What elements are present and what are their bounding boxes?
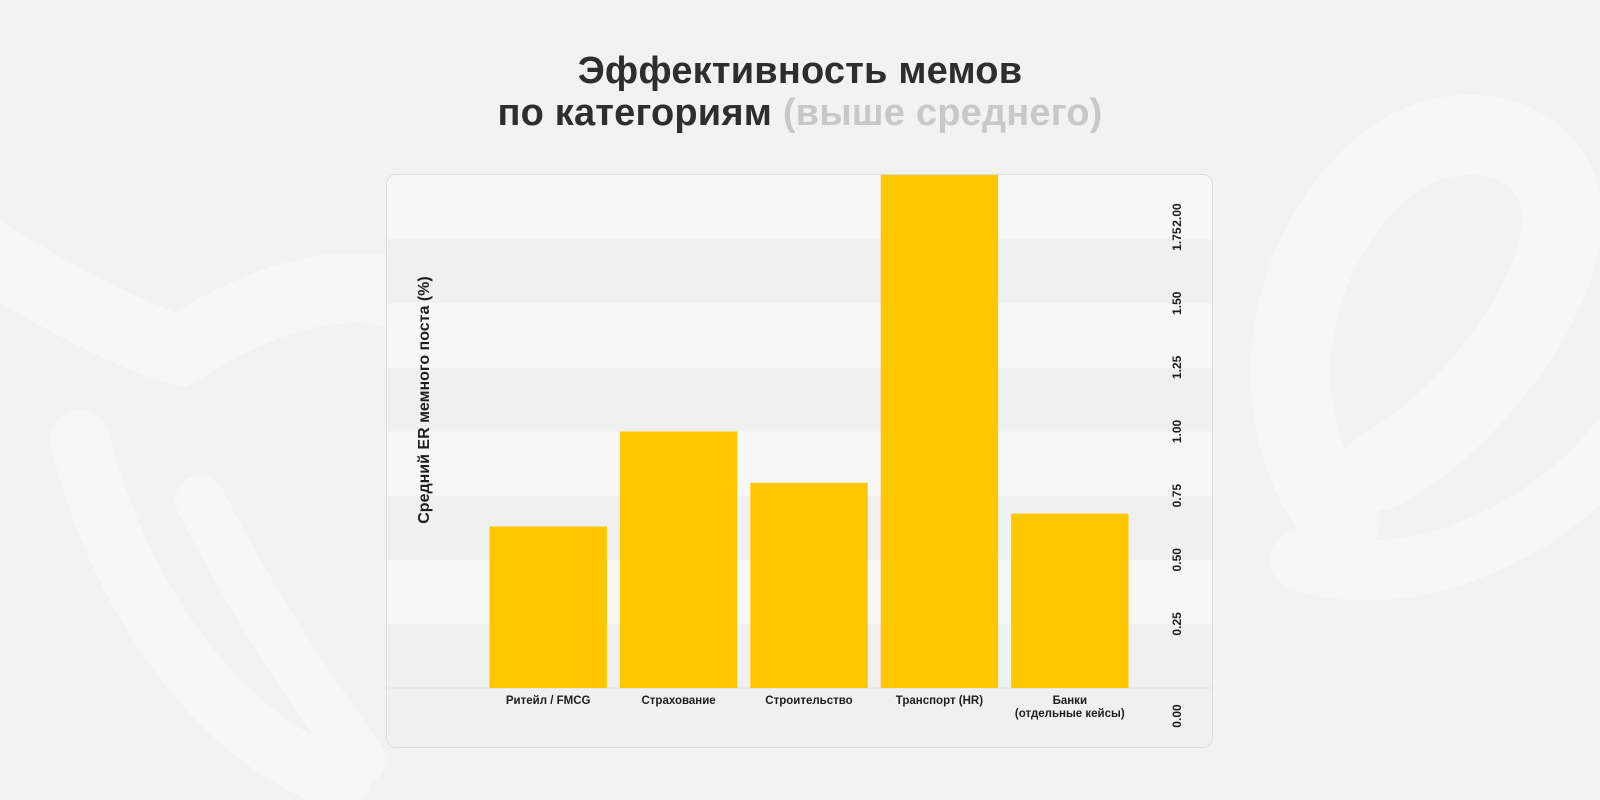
bar	[619, 431, 738, 688]
grid-band	[387, 303, 1212, 368]
x-tick-label: Ритейл / FMCG	[506, 695, 591, 707]
y-tick-label: 0.75	[1170, 484, 1184, 508]
chart-title-line2: по категориям (выше среднего)	[0, 92, 1600, 134]
y-tick-label: 1.50	[1170, 291, 1184, 315]
y-tick-label: 0.00	[1170, 704, 1184, 728]
y-tick-label: 1.75	[1170, 227, 1184, 251]
x-tick-label: Транспорт (HR)	[896, 695, 983, 707]
x-tick-label: Страхование	[641, 695, 715, 707]
chart-title: Эффективность мемов по категориям (выше …	[0, 50, 1600, 134]
y-tick-label: 0.50	[1170, 548, 1184, 572]
x-tick-label: Банки (отдельные кейсы)	[1015, 695, 1125, 720]
bar	[750, 482, 868, 688]
axis-area	[387, 688, 1212, 747]
y-tick-label: 1.00	[1170, 419, 1184, 443]
chart-card: Ритейл / FMCG Страхование Строительство Тра…	[386, 174, 1213, 748]
grid-band	[387, 367, 1212, 432]
y-axis-label: Средний ER мемного поста (%)	[416, 276, 433, 524]
chart-title-line1: Эффективность мемов	[577, 50, 1023, 92]
chart-title-muted: (выше среднего)	[782, 92, 1103, 134]
grid-band	[387, 239, 1212, 304]
bar	[489, 526, 607, 688]
bar	[880, 175, 999, 688]
chart-title-main: по категориям	[497, 92, 773, 134]
x-tick-label: Строительство	[765, 695, 852, 707]
bar	[1011, 513, 1129, 688]
grid-band	[387, 175, 1212, 240]
bar-chart: Ритейл / FMCG Страхование Строительство Тра…	[387, 175, 1212, 747]
y-tick-label: 2.00	[1170, 203, 1184, 227]
y-tick-label: 1.25	[1170, 355, 1184, 379]
y-tick-label: 0.25	[1170, 612, 1184, 636]
